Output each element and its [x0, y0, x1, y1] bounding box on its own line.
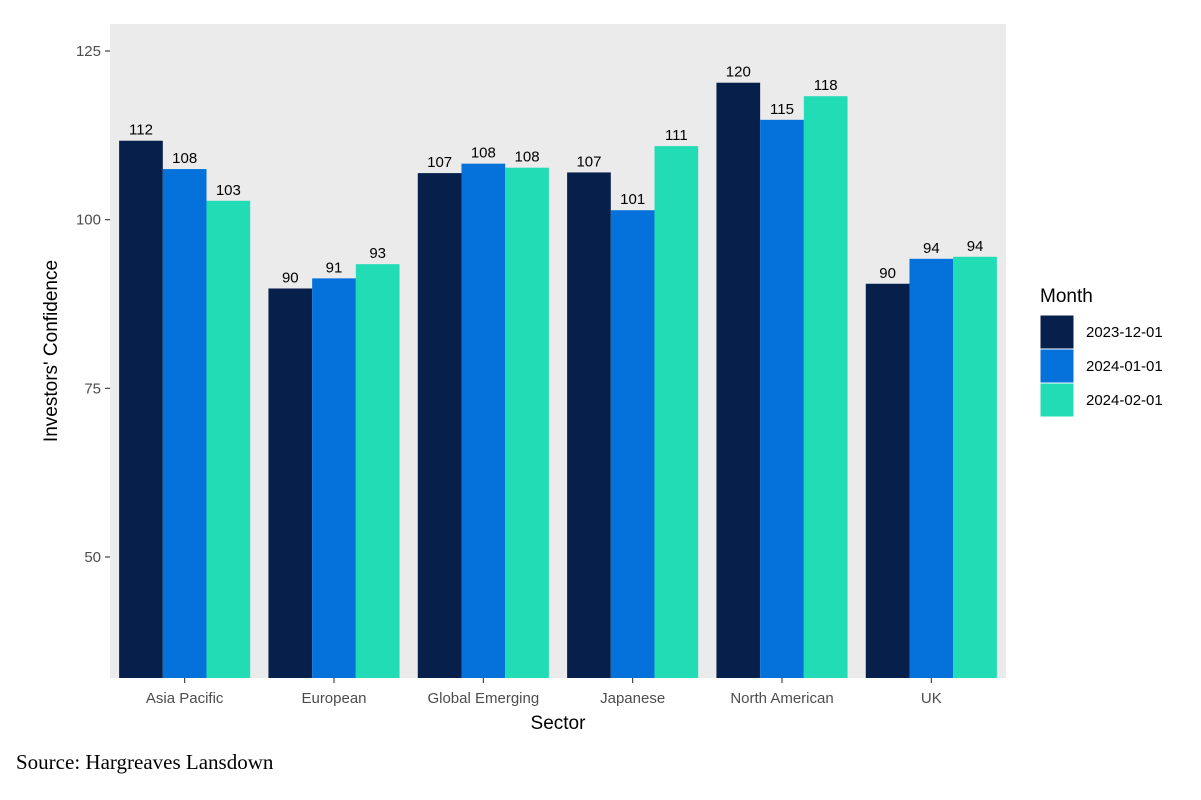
data-label: 90	[282, 269, 299, 286]
x-tick-label: North American	[730, 690, 833, 707]
legend-label: 2024-01-01	[1086, 358, 1163, 375]
chart: 50 75 100 125 112 108 103 90 91 93 107 108 108 107 10…	[41, 24, 1163, 734]
data-label: 111	[665, 127, 688, 144]
source-note: Source: Hargreaves Lansdown	[16, 750, 274, 774]
data-label: 108	[515, 149, 540, 166]
y-tick-label: 75	[84, 380, 101, 397]
x-tick-label: Japanese	[600, 690, 665, 707]
data-label: 94	[967, 238, 984, 255]
bar-2024-02-01-japanese	[654, 146, 699, 679]
y-axis: 50 75 100 125	[76, 43, 110, 566]
data-label: 101	[620, 191, 645, 208]
bar-2024-02-01-european	[355, 264, 400, 678]
data-label: 120	[726, 64, 751, 81]
x-tick-label: European	[301, 690, 366, 707]
x-tick-label: UK	[921, 690, 942, 707]
legend-key	[1039, 348, 1075, 384]
x-axis: Asia Pacific European Global Emerging Japan…	[146, 678, 942, 707]
legend-key	[1039, 382, 1075, 418]
data-label: 108	[471, 145, 496, 162]
bar-2024-02-01-north-american	[803, 96, 848, 679]
bars: 112 108 103 90 91 93 107 108 108 107 101 111 120 115 1…	[119, 64, 997, 679]
y-tick-label: 50	[84, 549, 101, 566]
data-label: 108	[172, 150, 197, 167]
bar-2023-12-01-japanese	[567, 172, 611, 678]
bar-2024-02-01-uk	[953, 256, 997, 678]
legend-label: 2024-02-01	[1086, 392, 1163, 409]
bar-2024-01-01-japanese	[610, 210, 655, 679]
legend-key	[1039, 314, 1075, 350]
y-tick-label: 100	[76, 212, 101, 229]
bar-2023-12-01-asia-pacific	[119, 140, 163, 679]
bar-2024-01-01-north-american	[760, 119, 804, 679]
data-label: 118	[814, 77, 838, 94]
bar-2023-12-01-european	[268, 288, 313, 678]
y-axis-title: Investors' Confidence	[41, 260, 62, 442]
bar-2023-12-01-global-emerging	[417, 173, 462, 678]
data-label: 103	[216, 182, 241, 199]
data-label: 107	[576, 153, 601, 170]
data-label: 115	[770, 101, 794, 118]
bar-2024-02-01-global-emerging	[505, 167, 549, 678]
legend-title: Month	[1040, 286, 1093, 307]
data-label: 90	[879, 265, 896, 282]
legend: Month 2023-12-01 2024-01-01 2024-02-01	[1039, 286, 1163, 418]
data-label: 93	[369, 245, 386, 262]
bar-2024-01-01-uk	[909, 258, 954, 678]
bar-2023-12-01-north-american	[716, 82, 761, 678]
bar-2024-01-01-global-emerging	[461, 163, 506, 679]
data-label: 94	[923, 240, 940, 257]
x-tick-label: Global Emerging	[427, 690, 539, 707]
data-label: 91	[326, 259, 343, 276]
y-tick-label: 125	[76, 43, 101, 60]
data-label: 107	[427, 154, 452, 171]
legend-label: 2023-12-01	[1086, 324, 1163, 341]
x-axis-title: Sector	[531, 713, 587, 734]
bar-2023-12-01-uk	[865, 283, 910, 678]
bar-2024-01-01-european	[312, 278, 356, 678]
data-label: 112	[129, 122, 153, 139]
x-tick-label: Asia Pacific	[146, 690, 224, 707]
bar-2024-02-01-asia-pacific	[206, 200, 251, 678]
bar-2024-01-01-asia-pacific	[162, 169, 207, 679]
plot-panel	[110, 24, 1006, 678]
